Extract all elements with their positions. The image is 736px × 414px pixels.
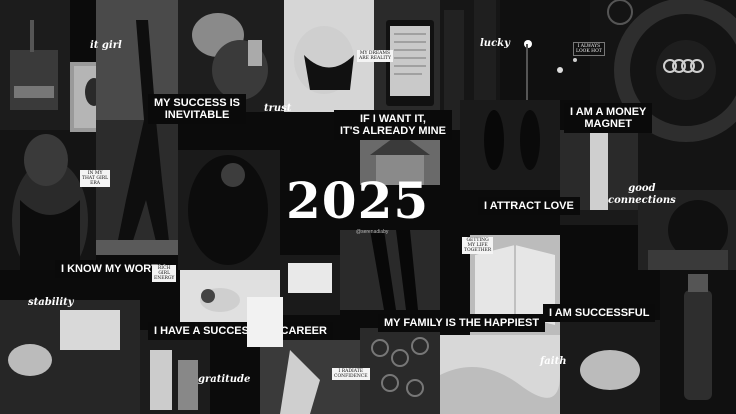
word-faith: faith [540,356,567,367]
four-ring-logo-icon [663,59,704,73]
card-that-girl-era: IN MY THAT GIRL ERA [80,170,111,187]
photo-laptop-desk [280,255,340,315]
affirmation-know-worth: I KNOW MY WORTH [55,260,172,278]
affirmation-money-magnet: I AM A MONEY MAGNET [564,103,653,133]
word-gratitude: gratitude [198,374,251,385]
blank-white-card [247,297,283,347]
photo-car-interior [638,190,736,270]
creator-credit: @serenadiaby [356,229,389,235]
photo-woman-black-top [0,130,96,270]
photo-black-swimsuit [284,0,374,112]
card-getting-together: GETTING MY LIFE TOGETHER [462,237,494,254]
word-good-connections: good connections [608,183,676,206]
photo-cooking [0,300,140,414]
affirmation-success-inevitable: MY SUCCESS IS INEVITABLE [148,94,246,124]
photo-luggage [0,0,70,130]
affirmation-successful-career: I HAVE A SUCCESSFUL CAREER [148,322,333,340]
photo-couple-walking [460,100,560,190]
photo-couple-hug [178,150,280,270]
photo-curly-hair [360,328,440,414]
card-radiate-confidence: I RADIATE CONFIDENCE [332,368,370,380]
affirmation-want-it-mine: IF I WANT IT, IT'S ALREADY MINE [334,110,452,140]
word-stability: stability [28,297,74,308]
affirmation-attract-love: I ATTRACT LOVE [478,197,580,215]
word-trust: trust [264,103,292,114]
photo-hands-bracelets [560,320,660,414]
photo-yoga-backbend [96,0,178,255]
word-it-girl: it girl [90,40,122,51]
photo-bedsheets [440,335,560,414]
photo-towel-mirror [178,0,284,112]
card-always-look-hot: I ALWAYS LOOK HOT [573,42,605,56]
affirmation-i-am-successful: I AM SUCCESSFUL [543,304,656,322]
card-rich-girl-energy: RICH GIRL ENERGY [152,265,177,282]
photo-cosmetics [140,330,210,414]
photo-legs-tights [340,230,440,310]
affirmation-family-happiest: MY FAMILY IS THE HAPPIEST [378,314,546,332]
photo-drink-bottle [660,270,736,414]
card-dreams-reality: MY DREAMS ARE REALITY [357,50,394,62]
photo-kindle-book [374,0,440,112]
word-lucky: lucky [480,38,510,49]
year-title: 2025 [286,171,430,230]
